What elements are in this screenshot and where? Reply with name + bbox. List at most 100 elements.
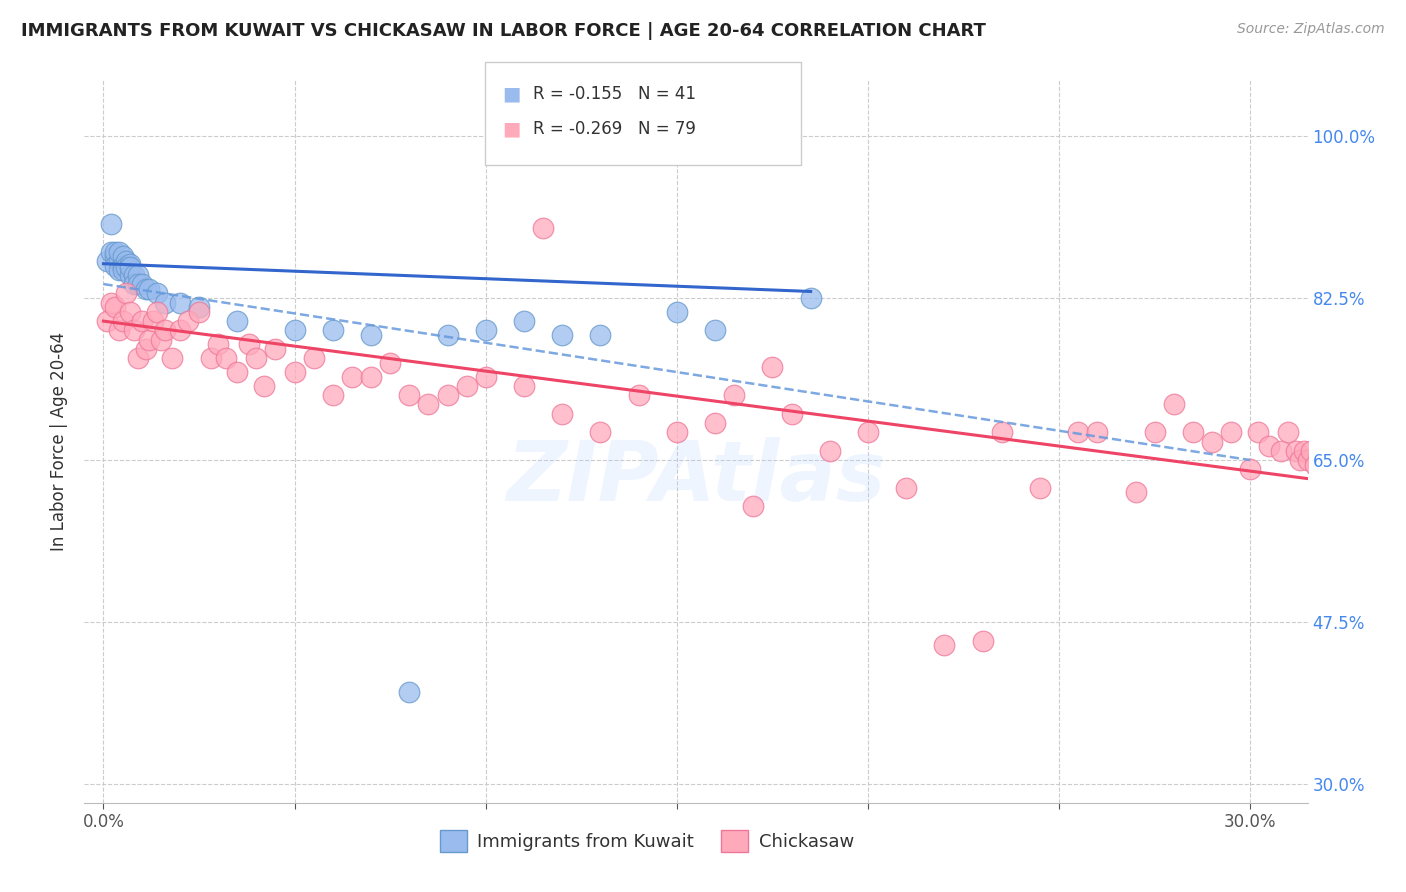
Point	[111, 263, 134, 277]
Point	[96, 314, 118, 328]
Point	[188, 300, 211, 314]
Point	[360, 369, 382, 384]
Point	[1308, 449, 1330, 463]
Point	[1163, 397, 1185, 411]
Point	[149, 333, 172, 347]
Point	[111, 259, 134, 273]
Point	[1239, 462, 1261, 476]
Text: IMMIGRANTS FROM KUWAIT VS CHICKASAW IN LABOR FORCE | AGE 20-64 CORRELATION CHART: IMMIGRANTS FROM KUWAIT VS CHICKASAW IN L…	[21, 22, 986, 40]
Point	[418, 397, 440, 411]
Point	[1296, 453, 1319, 467]
Point	[264, 342, 287, 356]
Point	[934, 638, 956, 652]
Point	[122, 277, 145, 291]
Point	[104, 249, 127, 263]
Point	[226, 314, 249, 328]
Point	[146, 286, 169, 301]
Point	[1181, 425, 1204, 440]
Point	[761, 360, 783, 375]
Point	[665, 305, 688, 319]
Point	[1247, 425, 1270, 440]
Point	[513, 314, 536, 328]
Point	[589, 328, 612, 343]
Point	[146, 305, 169, 319]
Point	[215, 351, 238, 366]
Point	[513, 379, 536, 393]
Point	[96, 254, 118, 268]
Point	[253, 379, 276, 393]
Point	[398, 684, 420, 698]
Point	[856, 425, 879, 440]
Point	[226, 365, 249, 379]
Point	[436, 328, 458, 343]
Point	[991, 425, 1014, 440]
Point	[1220, 425, 1243, 440]
Point	[1316, 453, 1339, 467]
Point	[120, 305, 142, 319]
Point	[238, 337, 260, 351]
Point	[627, 388, 650, 402]
Point	[111, 314, 134, 328]
Point	[107, 263, 129, 277]
Point	[120, 257, 142, 271]
Point	[531, 221, 554, 235]
Point	[1085, 425, 1108, 440]
Point	[153, 295, 176, 310]
Point	[1312, 462, 1334, 476]
Point	[474, 369, 496, 384]
Y-axis label: In Labor Force | Age 20-64: In Labor Force | Age 20-64	[51, 332, 69, 551]
Point	[456, 379, 478, 393]
Point	[122, 268, 145, 282]
Point	[704, 323, 727, 337]
Point	[1067, 425, 1090, 440]
Point	[169, 323, 191, 337]
Point	[207, 337, 229, 351]
Text: R = -0.269   N = 79: R = -0.269 N = 79	[533, 120, 696, 138]
Point	[818, 443, 841, 458]
Point	[474, 323, 496, 337]
Point	[138, 333, 160, 347]
Point	[127, 268, 149, 282]
Point	[1270, 443, 1292, 458]
Point	[1303, 458, 1326, 472]
Point	[380, 356, 402, 370]
Point	[551, 407, 574, 421]
Point	[1285, 443, 1308, 458]
Point	[1029, 481, 1052, 495]
Point	[665, 425, 688, 440]
Point	[169, 295, 191, 310]
Point	[107, 244, 129, 259]
Point	[100, 217, 122, 231]
Legend: Immigrants from Kuwait, Chickasaw: Immigrants from Kuwait, Chickasaw	[433, 822, 862, 859]
Point	[107, 323, 129, 337]
Point	[122, 323, 145, 337]
Point	[127, 351, 149, 366]
Point	[723, 388, 745, 402]
Point	[302, 351, 325, 366]
Point	[120, 260, 142, 275]
Point	[896, 481, 918, 495]
Point	[120, 268, 142, 282]
Point	[1292, 443, 1315, 458]
Point	[1301, 443, 1323, 458]
Point	[153, 323, 176, 337]
Point	[127, 277, 149, 291]
Point	[1201, 434, 1223, 449]
Point	[972, 633, 994, 648]
Point	[104, 244, 127, 259]
Point	[115, 254, 138, 268]
Point	[131, 314, 153, 328]
Text: ■: ■	[502, 84, 520, 103]
Point	[107, 254, 129, 268]
Point	[100, 244, 122, 259]
Point	[176, 314, 198, 328]
Point	[1143, 425, 1166, 440]
Point	[188, 305, 211, 319]
Point	[360, 328, 382, 343]
Point	[131, 277, 153, 291]
Point	[398, 388, 420, 402]
Point	[436, 388, 458, 402]
Point	[284, 323, 307, 337]
Point	[162, 351, 184, 366]
Point	[135, 342, 157, 356]
